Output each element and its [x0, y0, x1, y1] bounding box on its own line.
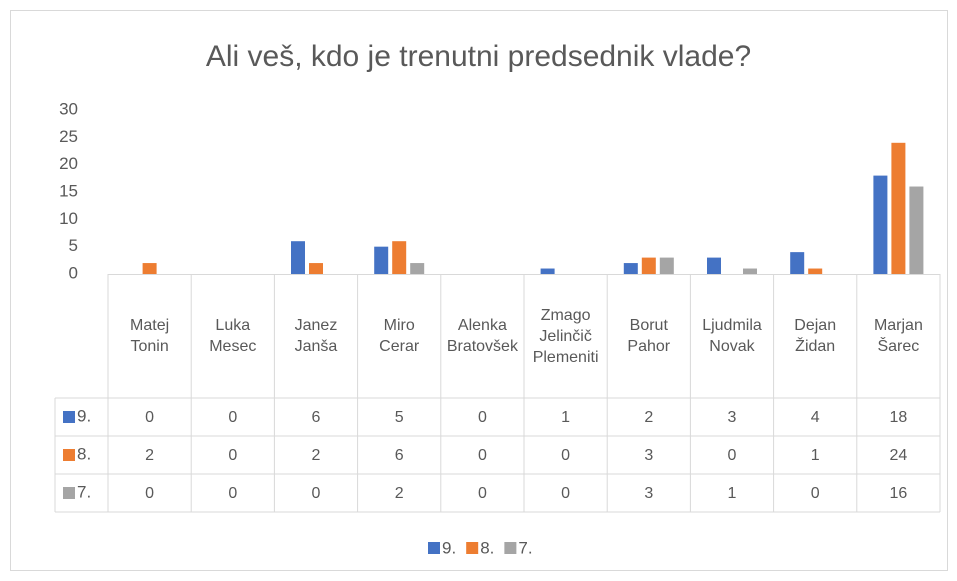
table-value: 0	[477, 484, 487, 502]
table-value: 2	[394, 484, 404, 502]
legend-label: 8.	[480, 538, 494, 557]
bar	[790, 252, 805, 274]
legend-key	[63, 487, 75, 499]
category-label: Miro Cerar	[379, 317, 420, 355]
category-label: Marjan Šarec	[873, 317, 923, 355]
table-value: 1	[727, 484, 737, 502]
legend-key	[428, 542, 440, 554]
table-value: 0	[145, 484, 155, 502]
legend-key	[504, 542, 517, 554]
table-value: 5	[394, 408, 404, 426]
legend-key	[63, 449, 75, 461]
category-label: Ljudmila Novak	[702, 317, 762, 355]
chart-border	[10, 10, 948, 571]
bar	[374, 246, 389, 274]
table-value: 6	[311, 408, 321, 426]
bar	[659, 257, 674, 274]
bar	[623, 263, 638, 274]
table-value: 0	[727, 446, 737, 464]
table-value: 16	[889, 484, 908, 502]
bar	[641, 257, 656, 274]
category-label: Zmago Jelinčič Plemeniti	[532, 306, 599, 366]
table-value: 3	[644, 484, 654, 502]
table-series-name: 8.	[77, 444, 91, 463]
bar	[909, 186, 924, 274]
table-value: 24	[889, 446, 908, 464]
bar	[891, 142, 906, 274]
bar	[309, 263, 323, 274]
table-value: 0	[311, 484, 321, 502]
table-value: 0	[477, 408, 487, 426]
table-value: 0	[228, 408, 238, 426]
bar	[808, 268, 823, 274]
bar	[743, 268, 757, 274]
category-label: Borut Pahor	[627, 317, 671, 355]
table-value: 0	[810, 484, 820, 502]
table-value: 4	[810, 408, 820, 426]
table-value: 0	[145, 408, 155, 426]
category-label: Dejan Židan	[794, 317, 837, 355]
table-value: 1	[810, 446, 820, 464]
y-tick-label: 15	[59, 181, 78, 200]
legend-label: 7.	[518, 538, 532, 557]
bar	[873, 175, 888, 274]
y-tick-label: 25	[59, 127, 78, 146]
table-value: 2	[644, 408, 654, 426]
bar	[142, 263, 157, 274]
table-value: 6	[394, 446, 404, 464]
category-label: Janez Janša	[294, 317, 338, 355]
table-value: 18	[889, 408, 908, 426]
category-label: Matej Tonin	[130, 317, 170, 355]
table-value: 2	[145, 446, 155, 464]
category-label: Luka Mesec	[209, 317, 257, 355]
table-value: 0	[477, 446, 487, 464]
y-tick-label: 20	[59, 154, 78, 173]
bar	[540, 268, 555, 274]
table-value: 3	[644, 446, 654, 464]
table-series-name: 7.	[77, 482, 91, 501]
y-tick-label: 30	[59, 99, 78, 118]
table-series-name: 9.	[77, 406, 91, 425]
table-value: 0	[228, 484, 238, 502]
chart-title: Ali veš, kdo je trenutni predsednik vlad…	[205, 40, 752, 73]
y-tick-label: 5	[69, 236, 78, 255]
legend-label: 9.	[442, 538, 456, 557]
y-tick-label: 10	[59, 209, 78, 228]
bar	[707, 257, 721, 274]
table-value: 0	[561, 484, 571, 502]
table-value: 1	[561, 408, 571, 426]
table-value: 2	[311, 446, 321, 464]
y-tick-label: 0	[69, 263, 78, 282]
bar	[392, 241, 407, 274]
table-value: 0	[561, 446, 571, 464]
table-value: 0	[228, 446, 238, 464]
legend-key	[466, 542, 479, 554]
table-value: 3	[727, 408, 737, 426]
legend-key	[63, 411, 75, 423]
category-label: Alenka Bratovšek	[446, 317, 518, 355]
bar	[291, 241, 305, 274]
bar	[410, 263, 425, 274]
